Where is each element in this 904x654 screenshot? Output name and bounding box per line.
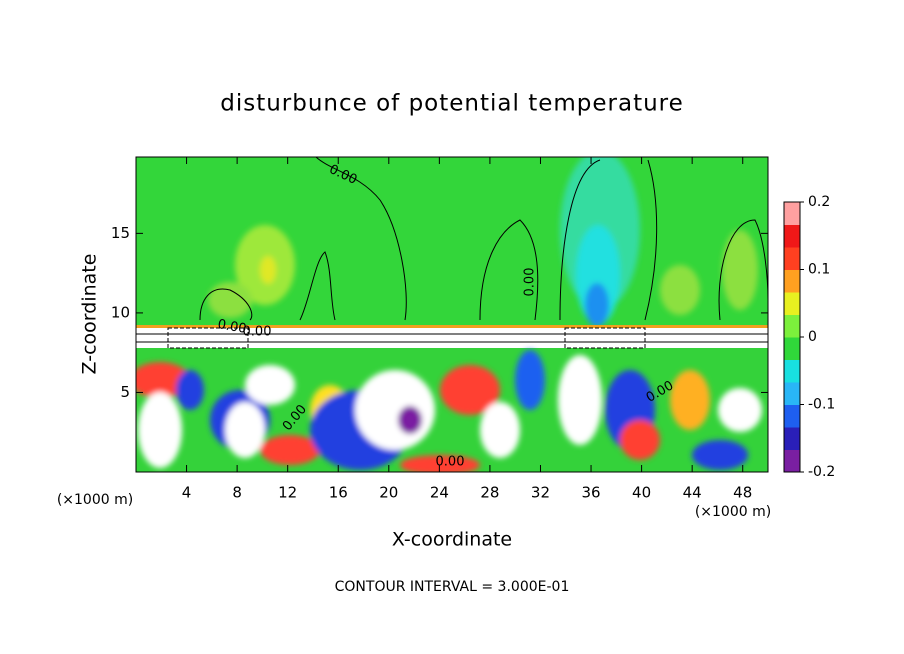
x-tick-label: 40 [632, 484, 651, 502]
plot-frame [135, 156, 769, 473]
y-tick-label: 5 [120, 383, 130, 401]
colorbar-tick-label: -0.2 [808, 464, 835, 480]
colorbar-tick-label: 0.1 [808, 262, 830, 278]
x-tick-label: 44 [683, 484, 702, 502]
x-tick-label: 24 [430, 484, 449, 502]
x-tick-label: 20 [379, 484, 398, 502]
contour-label: 0.00 [523, 268, 538, 297]
colorbar-segment [784, 269, 800, 293]
colorbar-segment [784, 314, 800, 338]
y-tick-label: 15 [111, 224, 130, 242]
x-tick-label: 36 [581, 484, 600, 502]
contour-label: 0.00 [243, 325, 272, 340]
colorbar-segment [784, 337, 800, 360]
field [136, 157, 768, 472]
x-axis-label: X-coordinate [392, 529, 512, 551]
colorbar-segment [784, 449, 800, 473]
y-axis-label: Z-coordinate [79, 254, 101, 375]
y-tick-label: 10 [111, 303, 130, 321]
x-tick-label: 8 [232, 484, 242, 502]
x-unit-label: (×1000 m) [695, 504, 771, 520]
colorbar-tick-label: -0.1 [808, 397, 835, 413]
colorbar-segment [784, 224, 800, 248]
x-unit-label: (×1000 m) [57, 492, 133, 508]
colorbar-segment [784, 404, 800, 428]
footnote: CONTOUR INTERVAL = 3.000E-01 [335, 579, 570, 595]
x-tick-label: 48 [733, 484, 752, 502]
colorbar-segment [784, 359, 800, 383]
colorbar-segment [784, 382, 800, 405]
contour-label: 0.00 [216, 317, 247, 337]
colorbar-segment [784, 427, 800, 450]
x-tick-label: 16 [329, 484, 348, 502]
contour-label: 0.00 [436, 455, 465, 470]
colorbar-segment [784, 202, 800, 225]
colorbar-tick-label: 0 [808, 329, 817, 345]
chart-title: disturbunce of potential temperature [220, 91, 684, 117]
colorbar-segment [784, 292, 800, 315]
colorbar-segment [784, 247, 800, 270]
colorbar-tick-label: 0.2 [808, 194, 830, 210]
x-tick-label: 12 [278, 484, 297, 502]
x-tick-label: 4 [182, 484, 192, 502]
x-tick-label: 32 [531, 484, 550, 502]
x-tick-label: 28 [480, 484, 499, 502]
